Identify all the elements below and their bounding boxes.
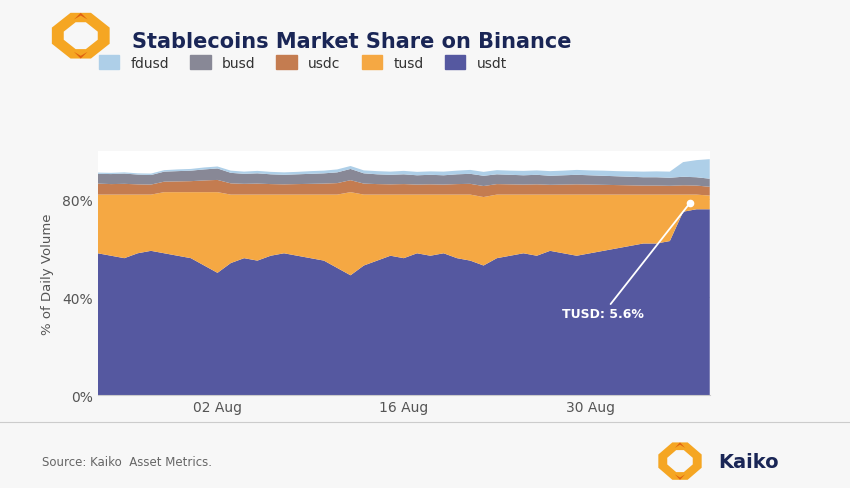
PathPatch shape — [675, 474, 685, 480]
PathPatch shape — [675, 443, 685, 448]
Y-axis label: % of Daily Volume: % of Daily Volume — [41, 213, 54, 334]
PathPatch shape — [74, 53, 88, 60]
PathPatch shape — [667, 450, 693, 472]
Legend: fdusd, busd, usdc, tusd, usdt: fdusd, busd, usdc, tusd, usdt — [99, 56, 507, 70]
Text: TUSD: 5.6%: TUSD: 5.6% — [563, 206, 688, 320]
PathPatch shape — [64, 23, 98, 50]
Text: Kaiko: Kaiko — [718, 452, 779, 470]
Text: Source: Kaiko  Asset Metrics.: Source: Kaiko Asset Metrics. — [42, 455, 212, 468]
PathPatch shape — [74, 14, 88, 20]
Text: Stablecoins Market Share on Binance: Stablecoins Market Share on Binance — [132, 32, 571, 52]
PathPatch shape — [52, 14, 110, 60]
PathPatch shape — [658, 443, 702, 480]
